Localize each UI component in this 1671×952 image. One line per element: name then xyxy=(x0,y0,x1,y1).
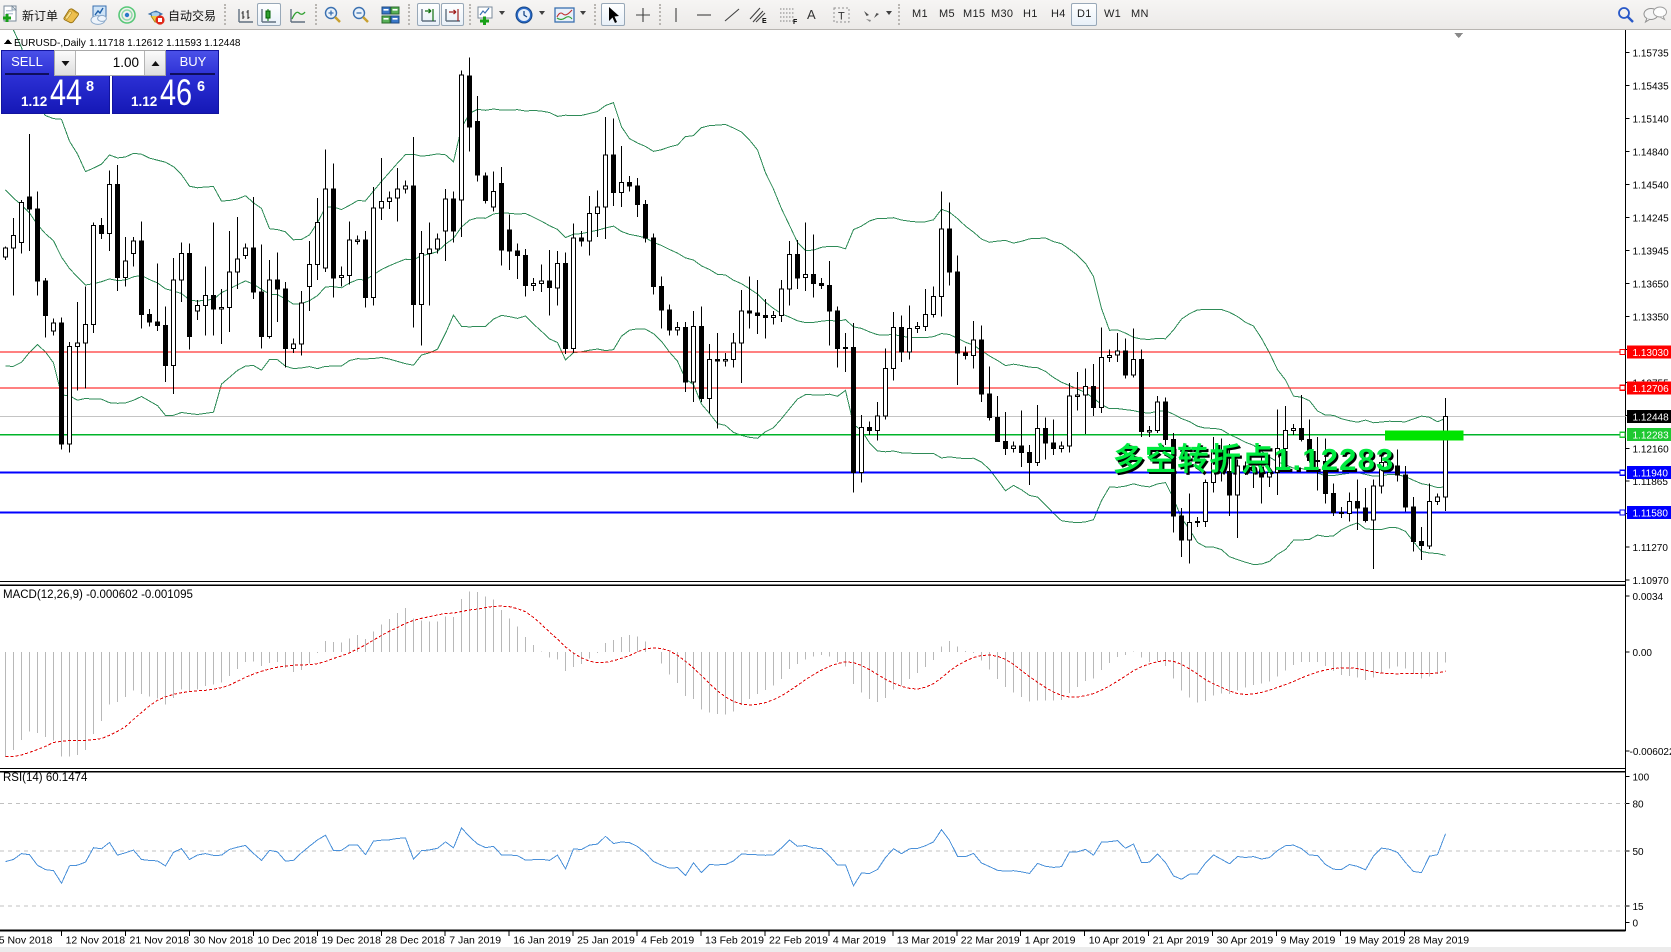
svg-text:22 Feb 2019: 22 Feb 2019 xyxy=(769,935,828,947)
svg-text:1.12283: 1.12283 xyxy=(1633,431,1670,442)
svg-text:13 Feb 2019: 13 Feb 2019 xyxy=(705,935,764,947)
svg-text:1.13350: 1.13350 xyxy=(1633,313,1670,324)
svg-text:多空转折点1.12283: 多空转折点1.12283 xyxy=(1115,444,1396,479)
svg-text:7 Jan 2019: 7 Jan 2019 xyxy=(449,935,501,947)
svg-text:1.12706: 1.12706 xyxy=(1633,384,1670,395)
svg-text:MACD(12,26,9) -0.000602 -0.001: MACD(12,26,9) -0.000602 -0.001095 xyxy=(3,589,193,601)
svg-text:0: 0 xyxy=(1633,919,1639,930)
svg-text:F: F xyxy=(793,19,798,25)
svg-text:22 Mar 2019: 22 Mar 2019 xyxy=(961,935,1020,947)
svg-text:1.11270: 1.11270 xyxy=(1633,543,1669,554)
svg-text:15: 15 xyxy=(1633,902,1645,913)
svg-text:1.13650: 1.13650 xyxy=(1633,279,1670,290)
svg-text:1.15435: 1.15435 xyxy=(1633,82,1670,93)
svg-text:5 Nov 2018: 5 Nov 2018 xyxy=(0,935,53,947)
svg-text:1.14840: 1.14840 xyxy=(1633,148,1670,159)
svg-text:1.13945: 1.13945 xyxy=(1633,247,1670,258)
svg-text:EURUSD-,Daily: EURUSD-,Daily xyxy=(14,38,87,49)
svg-text:E: E xyxy=(762,18,767,25)
svg-text:1.14245: 1.14245 xyxy=(1633,213,1670,224)
svg-text:28 May 2019: 28 May 2019 xyxy=(1408,935,1469,947)
svg-text:1.12448: 1.12448 xyxy=(1633,412,1670,423)
svg-text:0.0034: 0.0034 xyxy=(1633,592,1664,603)
svg-text:T: T xyxy=(838,11,845,23)
svg-text:1.10970: 1.10970 xyxy=(1633,576,1670,587)
svg-text:1 Apr 2019: 1 Apr 2019 xyxy=(1025,935,1076,947)
svg-text:12 Nov 2018: 12 Nov 2018 xyxy=(66,935,126,947)
svg-text:21 Apr 2019: 21 Apr 2019 xyxy=(1153,935,1210,947)
svg-text:多空转折点1.12283: 多空转折点1.12283 xyxy=(1113,442,1394,477)
svg-text:10 Apr 2019: 10 Apr 2019 xyxy=(1089,935,1146,947)
svg-text:10 Dec 2018: 10 Dec 2018 xyxy=(257,935,317,947)
svg-text:1.15140: 1.15140 xyxy=(1633,114,1670,125)
svg-text:19 May 2019: 19 May 2019 xyxy=(1344,935,1405,947)
svg-text:RSI(14) 60.1474: RSI(14) 60.1474 xyxy=(3,772,88,784)
svg-text:1.11580: 1.11580 xyxy=(1633,509,1669,520)
svg-text:1.14540: 1.14540 xyxy=(1633,181,1670,192)
svg-text:-0.006022: -0.006022 xyxy=(1630,747,1671,758)
svg-text:21 Nov 2018: 21 Nov 2018 xyxy=(130,935,190,947)
svg-text:100: 100 xyxy=(1633,773,1650,784)
svg-text:19 Dec 2018: 19 Dec 2018 xyxy=(321,935,381,947)
svg-text:4 Mar 2019: 4 Mar 2019 xyxy=(833,935,886,947)
svg-text:16 Jan 2019: 16 Jan 2019 xyxy=(513,935,571,947)
svg-text:30 Apr 2019: 30 Apr 2019 xyxy=(1217,935,1274,947)
svg-text:28 Dec 2018: 28 Dec 2018 xyxy=(385,935,445,947)
svg-text:13 Mar 2019: 13 Mar 2019 xyxy=(897,935,956,947)
svg-text:25 Jan 2019: 25 Jan 2019 xyxy=(577,935,635,947)
svg-text:50: 50 xyxy=(1633,847,1645,858)
svg-text:4 Feb 2019: 4 Feb 2019 xyxy=(641,935,694,947)
svg-text:1.15735: 1.15735 xyxy=(1633,48,1670,59)
svg-text:30 Nov 2018: 30 Nov 2018 xyxy=(194,935,254,947)
svg-text:1.11718 1.12612 1.11593 1.1244: 1.11718 1.12612 1.11593 1.12448 xyxy=(89,38,241,49)
svg-text:9 May 2019: 9 May 2019 xyxy=(1281,935,1336,947)
svg-text:1.12160: 1.12160 xyxy=(1633,444,1670,455)
svg-text:1.11940: 1.11940 xyxy=(1633,469,1669,480)
svg-text:1.11865: 1.11865 xyxy=(1633,477,1669,488)
svg-text:1.13030: 1.13030 xyxy=(1633,348,1670,359)
svg-text:0.00: 0.00 xyxy=(1633,648,1653,659)
svg-text:80: 80 xyxy=(1633,799,1645,810)
